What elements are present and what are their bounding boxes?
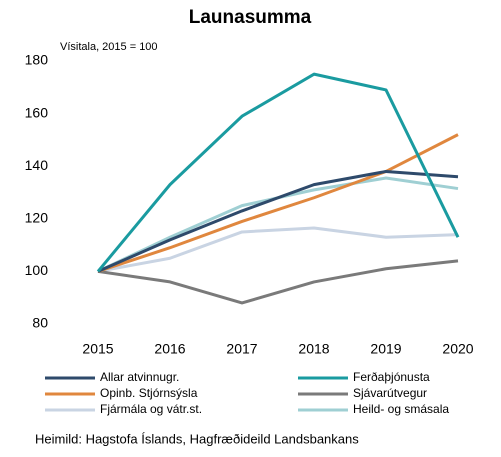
x-tick-label: 2018 <box>298 341 329 357</box>
y-tick-label: 160 <box>25 104 49 120</box>
line-series <box>96 72 460 273</box>
chart-title: Launasumma <box>189 7 312 28</box>
legend-label: Fjármála og vátr.st. <box>100 402 202 416</box>
x-tick-label: 2020 <box>442 341 473 357</box>
y-tick-label: 140 <box>25 157 49 173</box>
x-tick-label: 2019 <box>370 341 401 357</box>
y-tick-label: 180 <box>25 52 49 68</box>
source: Heimild: Hagstofa Íslands, Hagfræðideild… <box>35 431 359 446</box>
y-tick-label: 100 <box>25 262 49 278</box>
y-tick-label: 80 <box>32 315 48 331</box>
legend-label: Heild- og smásala <box>353 402 449 416</box>
line-series <box>97 176 459 273</box>
x-tick-label: 2016 <box>154 341 185 357</box>
line-series <box>97 259 459 305</box>
legend-label: Ferðaþjónusta <box>353 370 430 384</box>
legend-label: Sjávarútvegur <box>353 386 427 400</box>
x-tick-label: 2015 <box>82 341 113 357</box>
legend-label: Allar atvinnugr. <box>100 370 179 384</box>
subtitle: Vísitala, 2015 = 100 <box>60 41 158 53</box>
legend-label: Opinb. Stjórnsýsla <box>100 386 198 400</box>
line-series <box>97 169 459 273</box>
line-series <box>97 133 459 273</box>
line-series <box>97 226 459 273</box>
x-tick-label: 2017 <box>226 341 257 357</box>
y-tick-label: 120 <box>25 210 49 226</box>
